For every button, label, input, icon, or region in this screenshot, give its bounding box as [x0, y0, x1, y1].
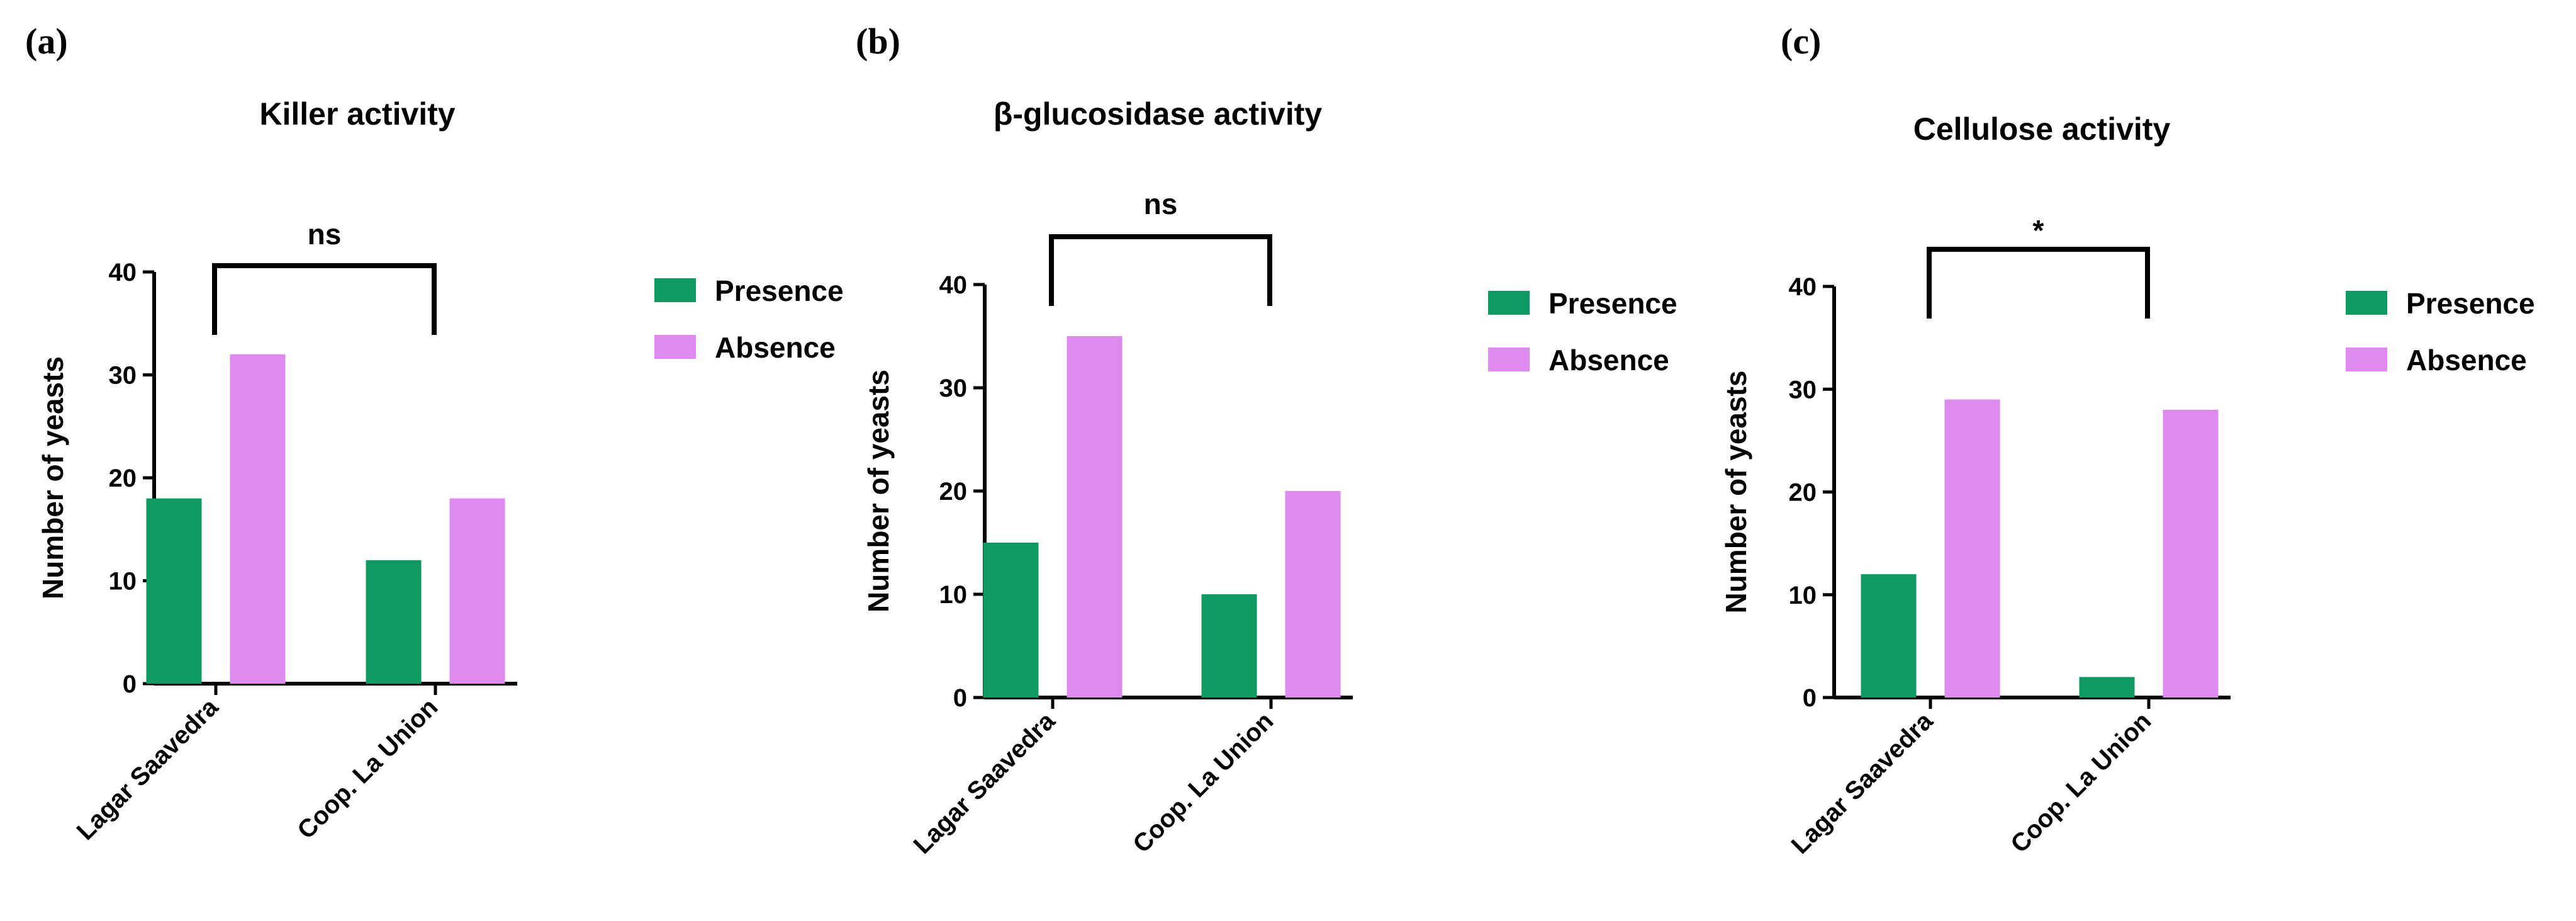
category-label: Lagar Saavedra: [909, 707, 1061, 859]
y-tick-label: 30: [939, 375, 968, 402]
legend-label-absence: Absence: [715, 331, 836, 364]
bar-absence-1: [230, 354, 286, 684]
y-tick-label: 30: [109, 362, 137, 390]
legend-swatch-absence: [2346, 347, 2387, 371]
y-tick-label: 20: [939, 478, 968, 506]
significance-label: ns: [308, 218, 342, 251]
legend-label-absence: Absence: [1548, 344, 1669, 376]
category-label: Coop. La Union: [2005, 707, 2156, 858]
y-tick-label: 20: [1789, 479, 1817, 507]
chart-panel-2: (b) β-glucosidase activity 0 10 20 30 40 Number…: [856, 21, 1677, 859]
y-axis-label: Number of yeasts: [1720, 370, 1752, 613]
category-label: Lagar Saavedra: [1786, 707, 1939, 859]
significance-label: *: [2033, 214, 2044, 247]
y-tick-label: 40: [1789, 273, 1817, 301]
bar-absence-2: [449, 498, 505, 684]
bar-presence-2: [2079, 677, 2135, 698]
legend-swatch-absence: [654, 335, 696, 359]
chart-panel-1: (a) Killer activity 0 10 20 30 40 Number of yea…: [25, 21, 844, 845]
panel-label: (b): [856, 21, 900, 62]
legend-swatch-presence: [1488, 291, 1530, 315]
chart-title: β-glucosidase activity: [994, 96, 1323, 132]
bar-absence-2: [2163, 409, 2219, 698]
y-tick-label: 40: [939, 271, 968, 299]
chart-title: Killer activity: [259, 96, 455, 132]
legend-swatch-absence: [1488, 347, 1530, 371]
category-label: Coop. La Union: [292, 693, 443, 844]
legend-label-presence: Presence: [1548, 287, 1677, 320]
significance-bracket: [212, 263, 437, 335]
category-label: Coop. La Union: [1128, 707, 1279, 858]
y-tick-label: 10: [109, 568, 137, 596]
y-tick-label: 10: [1789, 582, 1817, 609]
y-axis-label: Number of yeasts: [36, 356, 69, 599]
bar-presence-2: [366, 560, 422, 684]
legend-label-absence: Absence: [2406, 344, 2527, 376]
panel-label: (c): [1781, 21, 1821, 62]
bar-presence-1: [146, 498, 202, 684]
legend-swatch-presence: [654, 278, 696, 302]
legend-label-presence: Presence: [2406, 287, 2535, 320]
y-tick-label: 30: [1789, 376, 1817, 404]
significance-bracket: [1927, 247, 2150, 319]
legend-swatch-presence: [2346, 291, 2387, 315]
bar-presence-1: [1861, 574, 1917, 698]
y-tick-label: 0: [123, 670, 137, 698]
chart-title: Cellulose activity: [1913, 111, 2171, 147]
significance-bracket: [1049, 234, 1272, 306]
bar-absence-1: [1944, 399, 2000, 698]
y-tick-label: 40: [109, 259, 137, 286]
y-tick-label: 10: [939, 581, 968, 609]
bar-presence-2: [1201, 594, 1257, 698]
panel-label: (a): [25, 21, 68, 62]
y-axis-label: Number of yeasts: [862, 370, 895, 613]
y-tick-label: 0: [953, 684, 967, 712]
y-tick-label: 0: [1803, 684, 1817, 712]
bar-absence-2: [1285, 491, 1341, 698]
bar-absence-1: [1067, 336, 1123, 698]
chart-panel-3: (c) Cellulose activity 0 10 20 30 40 Number of …: [1720, 21, 2535, 859]
y-tick-label: 20: [109, 465, 137, 492]
legend-label-presence: Presence: [715, 274, 844, 307]
significance-label: ns: [1144, 188, 1178, 220]
category-label: Lagar Saavedra: [72, 693, 224, 845]
bar-presence-1: [983, 543, 1039, 698]
